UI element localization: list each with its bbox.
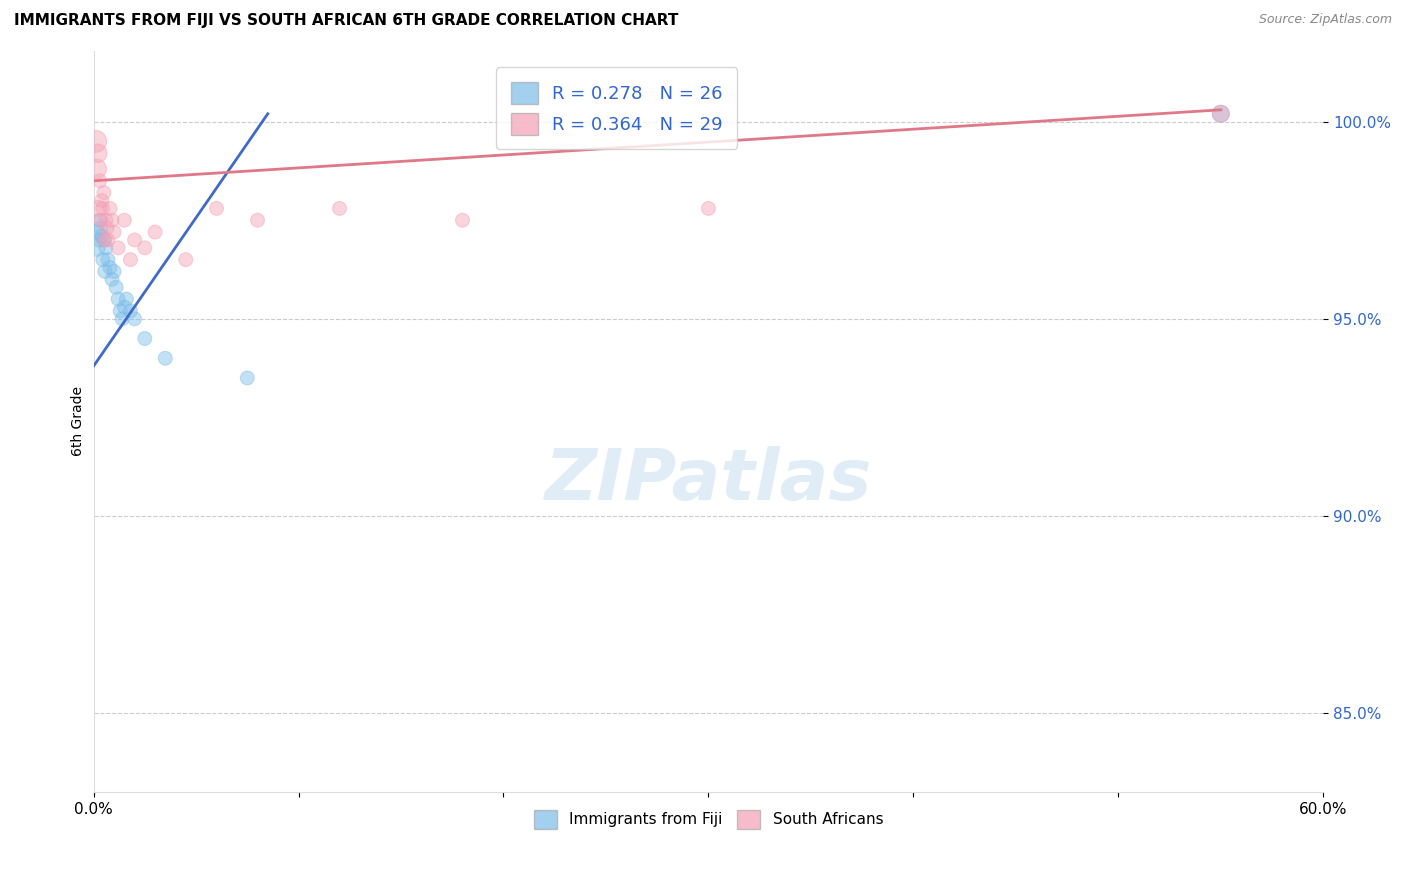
Point (96, 221, 118, 235)
Point (107, 241, 129, 255)
Point (1209, 107, 1232, 121)
Point (101, 272, 124, 286)
Point (89, 213, 111, 227)
Point (115, 292, 138, 306)
Text: ZIPatlas: ZIPatlas (544, 446, 872, 515)
Point (143, 225, 166, 239)
Point (86, 161, 108, 176)
Point (94, 241, 117, 255)
Point (94, 213, 117, 227)
Point (105, 280, 128, 294)
Point (236, 371, 259, 385)
Point (112, 300, 135, 314)
Point (87, 202, 110, 216)
Point (93, 233, 115, 247)
Point (174, 252, 197, 267)
Point (90, 229, 112, 244)
Point (451, 213, 474, 227)
Point (93, 186, 115, 200)
Point (84, 134, 107, 148)
Point (86, 241, 108, 255)
Point (1209, 107, 1232, 121)
Point (86, 225, 108, 239)
Point (90, 194, 112, 208)
Point (697, 202, 720, 216)
Point (101, 213, 124, 227)
Point (97, 233, 120, 247)
Point (97, 252, 120, 267)
Point (90, 213, 112, 227)
Point (112, 213, 135, 227)
Point (124, 233, 146, 247)
Point (98, 202, 121, 216)
Y-axis label: 6th Grade: 6th Grade (72, 386, 86, 457)
Point (89, 174, 111, 188)
Point (111, 311, 134, 326)
Point (90, 221, 112, 235)
Point (91, 252, 114, 267)
Point (155, 351, 177, 366)
Point (328, 202, 350, 216)
Point (91, 202, 114, 216)
Point (124, 311, 146, 326)
Point (246, 213, 269, 227)
Point (94, 233, 117, 247)
Point (134, 241, 156, 255)
Point (107, 292, 129, 306)
Point (134, 332, 156, 346)
Point (205, 202, 228, 216)
Point (110, 304, 132, 318)
Point (120, 304, 142, 318)
Point (94, 264, 117, 278)
Legend: Immigrants from Fiji, South Africans: Immigrants from Fiji, South Africans (526, 802, 891, 836)
Point (103, 225, 125, 239)
Text: Source: ZipAtlas.com: Source: ZipAtlas.com (1258, 13, 1392, 27)
Point (120, 252, 142, 267)
Point (87, 233, 110, 247)
Point (86, 146, 108, 161)
Text: IMMIGRANTS FROM FIJI VS SOUTH AFRICAN 6TH GRADE CORRELATION CHART: IMMIGRANTS FROM FIJI VS SOUTH AFRICAN 6T… (14, 13, 679, 29)
Point (98, 260, 121, 275)
Point (103, 264, 125, 278)
